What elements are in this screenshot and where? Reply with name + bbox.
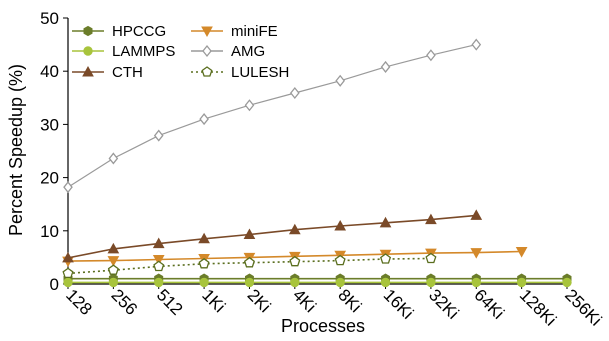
point-minife [515, 247, 528, 258]
series-cth [62, 209, 483, 263]
point-lammps [426, 277, 436, 288]
x-tick-label: 4Ki [289, 285, 320, 316]
point-cth [107, 242, 120, 254]
point-lulesh [153, 260, 165, 272]
point-cth [288, 223, 301, 235]
point-lulesh [107, 264, 119, 275]
point-cth [198, 232, 210, 244]
point-lulesh [425, 252, 437, 264]
y-tick-label: 10 [40, 222, 59, 241]
series-line-cth [67, 214, 477, 259]
point-amg [426, 49, 436, 62]
x-tick-label: 64Ki [470, 285, 507, 322]
x-axis-title: Processes [281, 316, 365, 336]
series-line-amg [67, 44, 477, 188]
legend-entry-cth: CTH [72, 64, 143, 81]
series-amg [63, 38, 482, 194]
y-tick-label: 40 [40, 62, 59, 81]
x-tick-label: 1Ki [198, 285, 229, 316]
legend-marker [82, 65, 94, 77]
legend-label: HPCCG [112, 23, 166, 40]
x-tick-label: 128Ki [516, 285, 560, 329]
legend-marker [83, 46, 93, 56]
point-lulesh [243, 256, 255, 268]
x-tick-label: 2Ki [244, 285, 275, 316]
legend-entry-lulesh: LULESH [191, 64, 289, 81]
x-tick-label: 32Ki [425, 285, 462, 322]
series-layer [62, 38, 572, 288]
point-cth [425, 213, 437, 225]
y-tick-label: 20 [40, 169, 59, 188]
point-amg [380, 60, 391, 73]
legend-label: miniFE [231, 23, 278, 40]
point-lammps [199, 277, 209, 288]
point-minife [107, 256, 120, 267]
point-cth [243, 228, 256, 240]
point-lulesh [380, 253, 392, 264]
legend-marker [202, 44, 212, 58]
y-tick-label: 50 [40, 9, 59, 28]
series-lammps [63, 277, 572, 288]
legend-entry-hpccg: HPCCG [72, 23, 166, 40]
x-tick-label: 16Ki [380, 285, 417, 322]
legend-marker [201, 66, 213, 77]
point-cth [62, 251, 74, 263]
point-amg [335, 74, 346, 87]
point-cth [152, 237, 165, 249]
legend-marker [201, 26, 213, 38]
x-tick-label: 128 [62, 285, 95, 318]
legend-entry-lammps: LAMMPS [72, 43, 175, 60]
point-lammps [380, 277, 391, 288]
point-minife [470, 248, 483, 259]
y-tick-label: 0 [50, 275, 59, 294]
point-lammps [108, 277, 119, 288]
point-lulesh [198, 258, 210, 269]
x-tick-label: 256 [108, 285, 141, 318]
legend-label: CTH [112, 64, 143, 81]
point-lammps [290, 277, 300, 288]
x-tick-label: 512 [153, 285, 186, 318]
point-lulesh [289, 255, 301, 267]
legend-marker [83, 25, 93, 37]
point-lammps [471, 277, 481, 288]
point-cth [379, 216, 392, 228]
point-amg [199, 113, 209, 126]
point-amg [153, 129, 164, 142]
legend: HPCCG miniFE LAMMPS AMG CTH LULESH [72, 23, 289, 81]
point-amg [108, 152, 119, 165]
point-cth [470, 209, 483, 220]
legend-entry-amg: AMG [191, 43, 265, 60]
point-minife [152, 255, 165, 266]
point-lammps [562, 277, 572, 288]
y-axis-title: Percent Speedup (%) [6, 64, 26, 236]
point-lulesh [62, 267, 74, 279]
point-lulesh [334, 254, 346, 266]
legend-entry-minife: miniFE [191, 23, 278, 40]
point-lammps [244, 277, 255, 288]
point-amg [63, 181, 73, 194]
x-tick-label: 256Ki [561, 285, 605, 329]
legend-label: LAMMPS [112, 43, 175, 60]
y-tick-label: 30 [40, 115, 59, 134]
point-lammps [516, 277, 527, 288]
point-lammps [335, 277, 345, 288]
series-lulesh [62, 252, 437, 279]
point-lammps [63, 277, 73, 288]
point-lammps [154, 277, 164, 288]
point-amg [244, 99, 255, 112]
point-amg [471, 38, 482, 51]
legend-label: LULESH [231, 64, 289, 81]
x-tick-label: 8Ki [334, 285, 365, 316]
point-cth [334, 219, 347, 231]
point-amg [289, 86, 300, 100]
legend-label: AMG [231, 43, 265, 60]
